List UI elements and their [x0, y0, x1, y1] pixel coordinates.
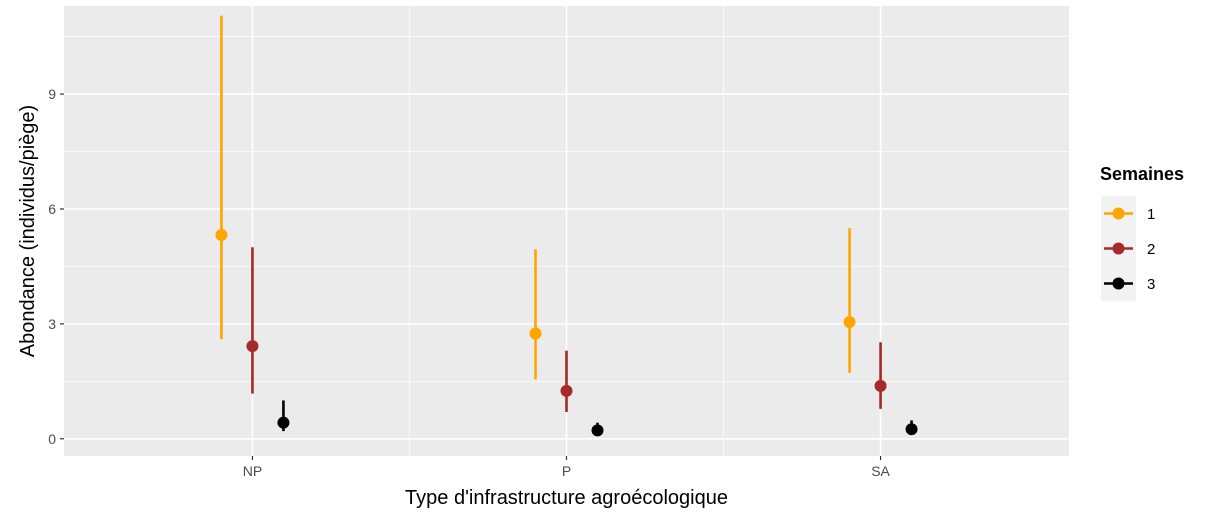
point-week-3-sa — [905, 423, 918, 436]
series-week-3 — [277, 400, 918, 437]
y-tick-label: 6 — [48, 201, 56, 217]
y-tick-label: 9 — [48, 86, 56, 102]
x-tick-label-p: P — [562, 463, 571, 479]
y-tick-label: 0 — [48, 431, 56, 447]
y-tick-label: 3 — [48, 316, 56, 332]
point-week-2-sa — [874, 379, 887, 392]
legend-key-point — [1112, 207, 1125, 220]
series-week-1 — [215, 15, 856, 380]
series-week-2 — [246, 247, 887, 412]
legend-key-point — [1112, 242, 1125, 255]
x-tick-label-sa: SA — [871, 463, 890, 479]
legend-key-point — [1112, 277, 1125, 290]
point-week-2-np — [246, 340, 259, 353]
point-week-1-sa — [843, 315, 856, 328]
axes: 0 3 6 9 NP P SA — [48, 86, 890, 479]
legend-label-week-1: 1 — [1147, 206, 1155, 223]
legend-label-week-3: 3 — [1147, 276, 1155, 293]
data-marks — [215, 15, 918, 437]
y-axis-title: Abondance (individus/piège) — [17, 105, 39, 357]
x-tick-label-np: NP — [243, 463, 262, 479]
legend-title: Semaines — [1100, 164, 1184, 184]
point-week-1-np — [215, 229, 228, 242]
point-week-1-p — [529, 327, 542, 340]
legend-label-week-2: 2 — [1147, 241, 1155, 258]
point-week-3-p — [591, 424, 604, 437]
legend: Semaines 1 2 3 — [1100, 164, 1184, 301]
point-week-2-p — [560, 384, 573, 397]
point-week-3-np — [277, 416, 290, 429]
x-axis-title: Type d'infrastructure agroécologique — [405, 487, 728, 509]
